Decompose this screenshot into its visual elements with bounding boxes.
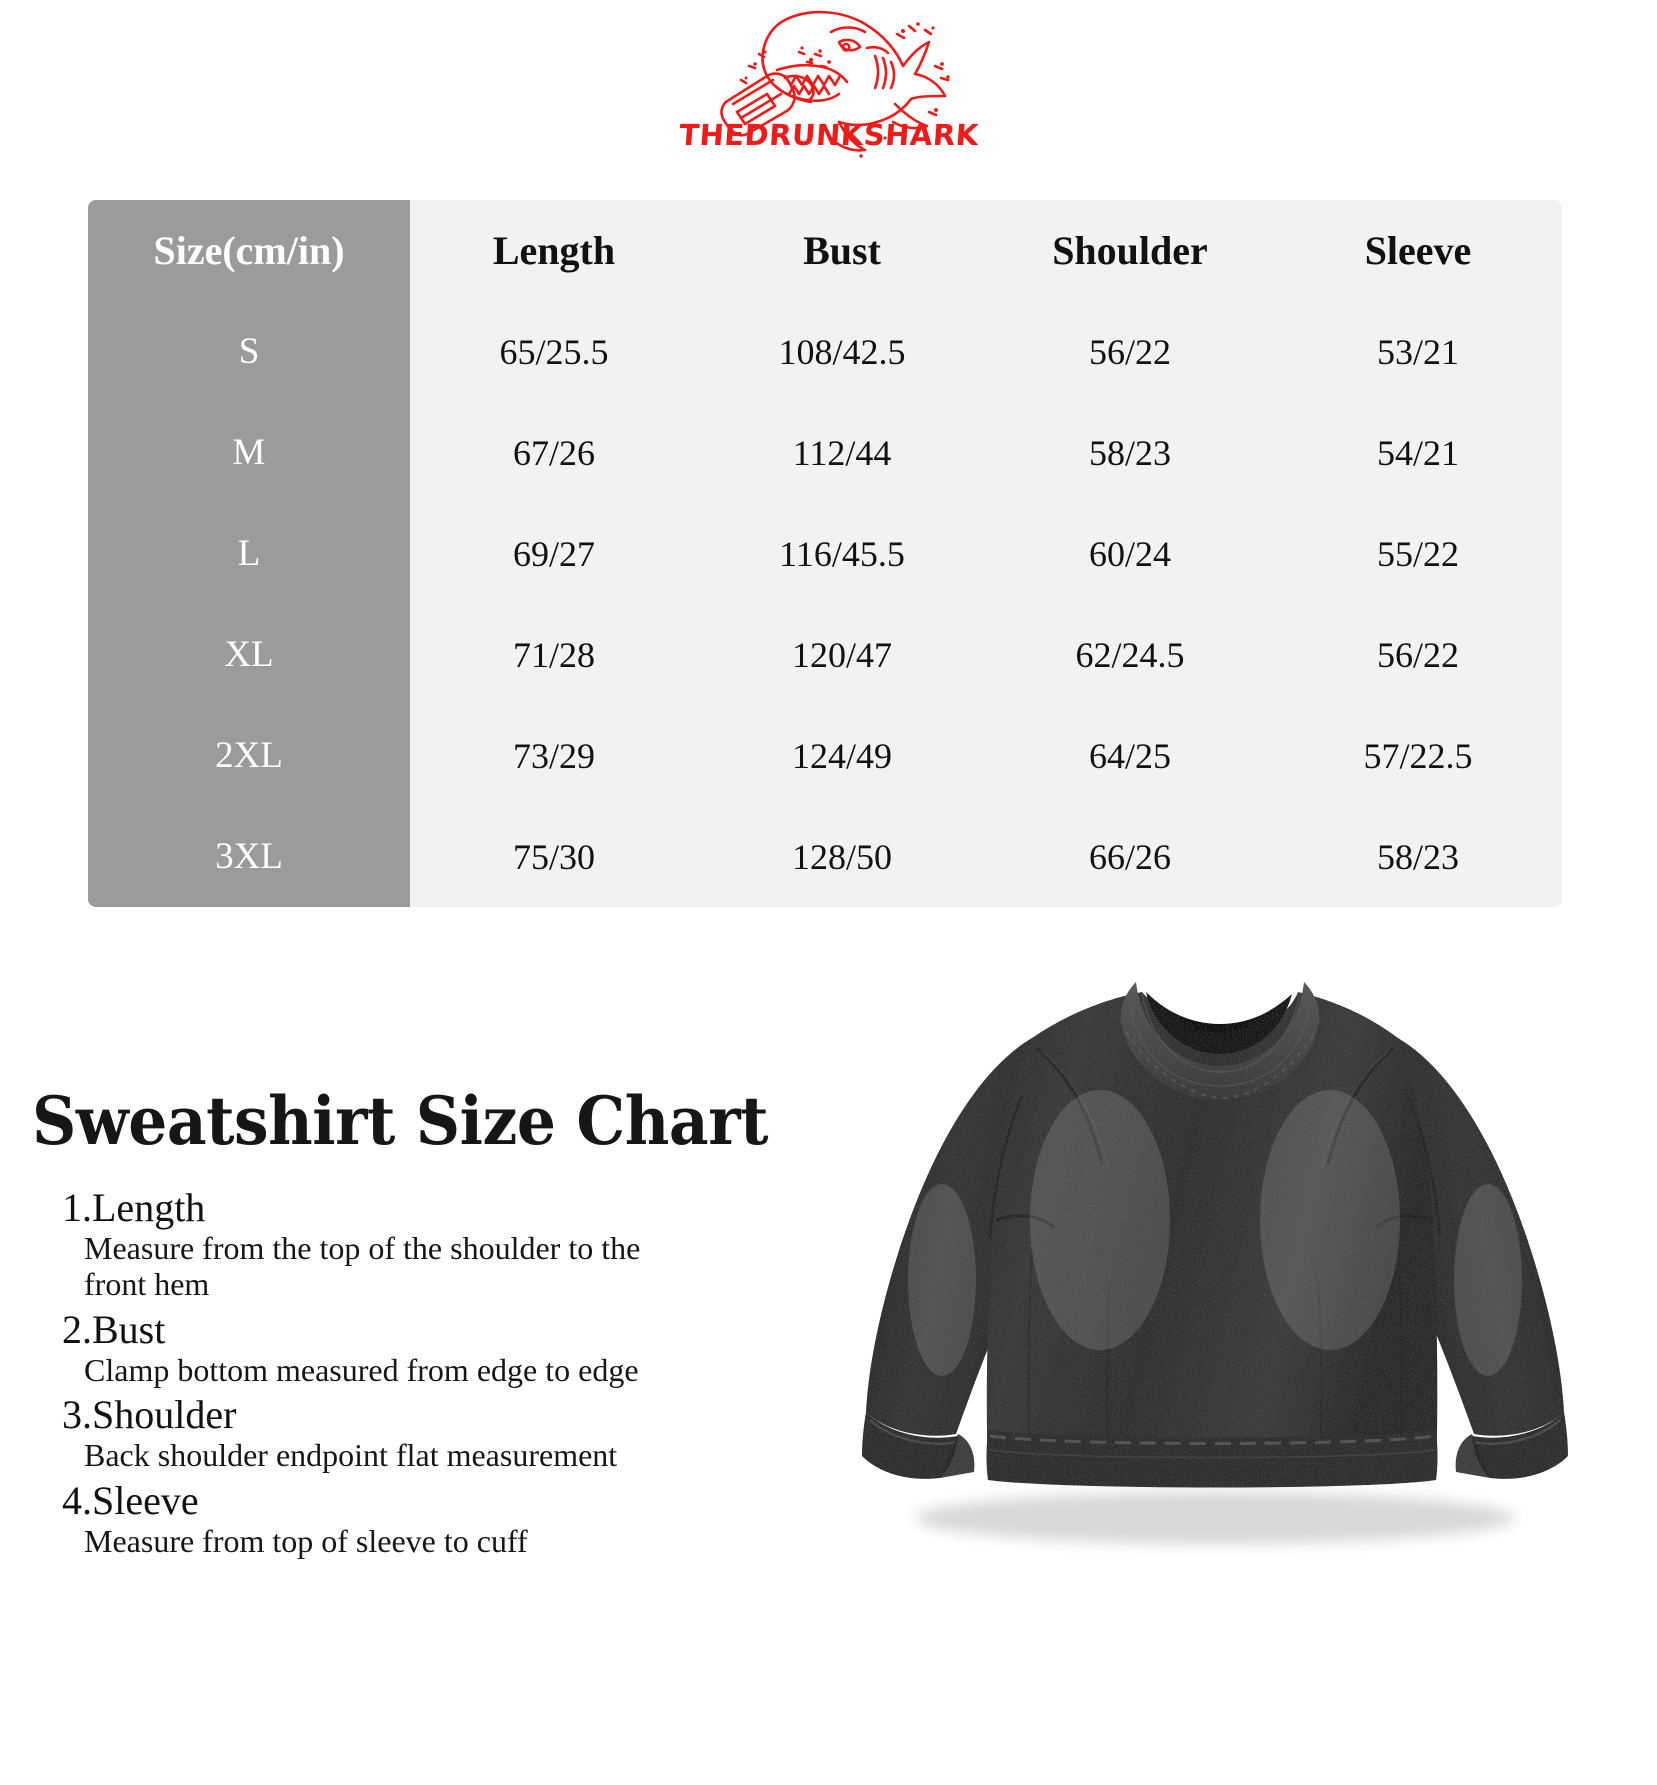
table-row: L xyxy=(88,503,410,604)
table-cell-bust: 112/44 xyxy=(698,402,986,503)
size-value: M xyxy=(232,432,266,473)
table-row: M xyxy=(88,402,410,503)
table-cell-shoulder: 60/24 xyxy=(986,503,1274,604)
table-cell-shoulder: 56/22 xyxy=(986,301,1274,402)
table-header-size-label: Size(cm/in) xyxy=(153,228,345,273)
table-header-sleeve-label: Sleeve xyxy=(1364,228,1472,273)
table-cell-sleeve: 55/22 xyxy=(1274,503,1562,604)
size-value: 3XL xyxy=(215,836,283,877)
table-header-bust: Bust xyxy=(698,200,986,301)
table-header-length-label: Length xyxy=(492,228,616,273)
table-header-shoulder: Shoulder xyxy=(986,200,1274,301)
page-title: Sweatshirt Size Chart xyxy=(32,1082,769,1160)
table-cell-length: 73/29 xyxy=(410,705,698,806)
table-cell-sleeve: 57/22.5 xyxy=(1274,705,1562,806)
table-cell-sleeve: 53/21 xyxy=(1274,301,1562,402)
instruction-heading: 2.Bust xyxy=(62,1306,166,1352)
table-cell-sleeve: 56/22 xyxy=(1274,604,1562,705)
size-value: L xyxy=(237,533,261,574)
instruction-heading: 4.Sleeve xyxy=(62,1478,199,1524)
table-cell-shoulder: 58/23 xyxy=(986,402,1274,503)
size-table: Size(cm/in) Length Bust Shoulder Sleeve … xyxy=(88,200,1562,907)
measurement-guide-section: Sweatshirt Size Chart 1.Length Measure f… xyxy=(0,1030,1657,1785)
table-cell-bust: 108/42.5 xyxy=(698,301,986,402)
measurement-instructions: 1.Length Measure from the top of the sho… xyxy=(62,1185,762,1564)
table-header-length: Length xyxy=(410,200,698,301)
instruction-body: Clamp bottom measured from edge to edge xyxy=(84,1351,639,1388)
table-header-size: Size(cm/in) xyxy=(88,200,410,301)
table-header-sleeve: Sleeve xyxy=(1274,200,1562,301)
table-cell-bust: 120/47 xyxy=(698,604,986,705)
brand-header: THEDRUNKSHARK xyxy=(0,0,1657,185)
instruction-heading: 1.Length xyxy=(62,1185,206,1230)
list-item: 4.Sleeve Measure from top of sleeve to c… xyxy=(62,1478,762,1560)
shark-drinking-bottle-icon xyxy=(719,10,950,158)
table-cell-length: 67/26 xyxy=(410,402,698,503)
instruction-body: Back shoulder endpoint flat measurement xyxy=(84,1437,618,1474)
table-row: 2XL xyxy=(88,705,410,806)
instruction-heading: 3.Shoulder xyxy=(62,1392,237,1438)
table-cell-sleeve: 58/23 xyxy=(1274,806,1562,907)
table-cell-bust: 116/45.5 xyxy=(698,503,986,604)
table-cell-length: 65/25.5 xyxy=(410,301,698,402)
brand-wordmark: THEDRUNKSHARK xyxy=(677,118,980,152)
table-header-shoulder-label: Shoulder xyxy=(1052,228,1208,273)
instruction-body: Measure from the top of the shoulder to … xyxy=(84,1230,641,1302)
table-cell-length: 69/27 xyxy=(410,503,698,604)
black-washed-crewneck-sweatshirt-image xyxy=(862,982,1568,1544)
table-cell-shoulder: 66/26 xyxy=(986,806,1274,907)
table-cell-shoulder: 64/25 xyxy=(986,705,1274,806)
table-row: S xyxy=(88,301,410,402)
table-row: XL xyxy=(88,604,410,705)
table-cell-bust: 128/50 xyxy=(698,806,986,907)
instruction-body: Measure from top of sleeve to cuff xyxy=(84,1523,528,1560)
table-cell-length: 71/28 xyxy=(410,604,698,705)
size-value: XL xyxy=(224,634,274,675)
list-item: 3.Shoulder Back shoulder endpoint flat m… xyxy=(62,1392,762,1474)
table-header-bust-label: Bust xyxy=(803,228,881,273)
table-cell-length: 75/30 xyxy=(410,806,698,907)
table-cell-sleeve: 54/21 xyxy=(1274,402,1562,503)
list-item: 1.Length Measure from the top of the sho… xyxy=(62,1185,762,1303)
list-item: 2.Bust Clamp bottom measured from edge t… xyxy=(62,1307,762,1389)
table-cell-shoulder: 62/24.5 xyxy=(986,604,1274,705)
size-value: S xyxy=(238,331,260,372)
table-cell-bust: 124/49 xyxy=(698,705,986,806)
table-row: 3XL xyxy=(88,806,410,907)
size-value: 2XL xyxy=(215,735,283,776)
